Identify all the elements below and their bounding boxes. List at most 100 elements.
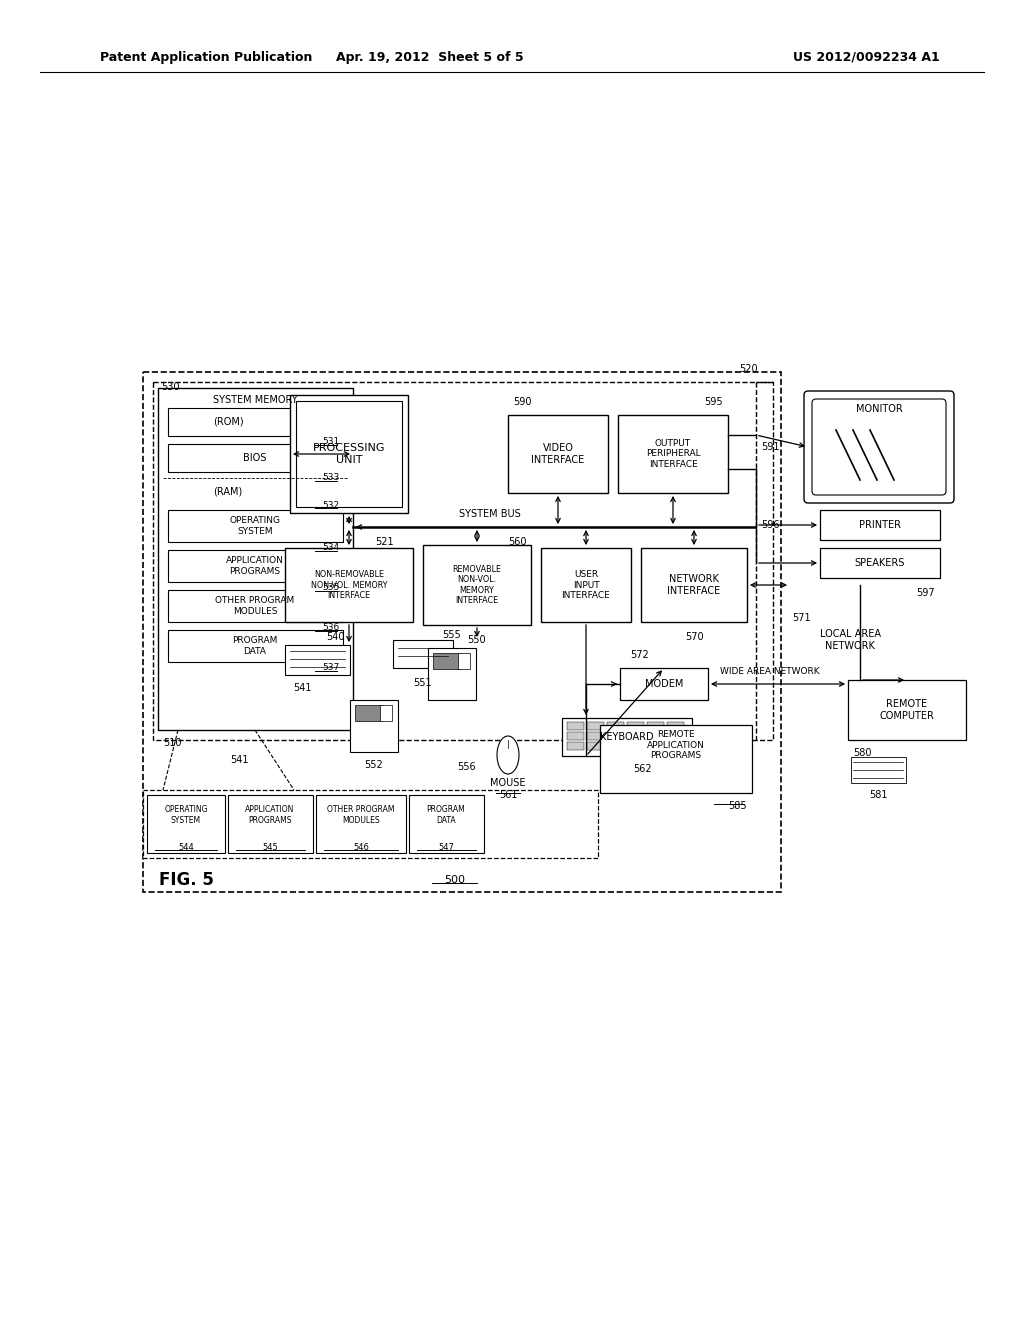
Bar (285, 645, 350, 675)
Text: OUTPUT
PERIPHERAL
INTERFACE: OUTPUT PERIPHERAL INTERFACE (646, 440, 700, 469)
Text: 546: 546 (353, 842, 369, 851)
Bar (168, 444, 343, 473)
Bar (641, 548, 746, 622)
Text: 595: 595 (705, 397, 723, 407)
Text: 581: 581 (868, 789, 887, 800)
Bar (567, 742, 584, 750)
Text: (RAM): (RAM) (213, 486, 243, 496)
Bar (541, 548, 631, 622)
Bar (316, 795, 406, 853)
Text: OTHER PROGRAM
MODULES: OTHER PROGRAM MODULES (328, 805, 394, 825)
Bar (409, 795, 484, 853)
Bar (168, 510, 343, 543)
Text: OPERATING
SYSTEM: OPERATING SYSTEM (229, 516, 281, 536)
Bar (620, 668, 708, 700)
Text: 500: 500 (444, 875, 466, 884)
Text: 533: 533 (323, 474, 340, 483)
Text: SPEAKERS: SPEAKERS (855, 558, 905, 568)
Bar (587, 742, 604, 750)
Text: PROGRAM
DATA: PROGRAM DATA (232, 636, 278, 656)
Bar (168, 630, 343, 663)
Text: 544: 544 (178, 842, 194, 851)
Text: Patent Application Publication: Patent Application Publication (100, 50, 312, 63)
Text: 547: 547 (438, 842, 454, 851)
Text: APPLICATION
PROGRAMS: APPLICATION PROGRAMS (226, 556, 284, 576)
Text: 562: 562 (633, 764, 651, 774)
Text: REMOTE
COMPUTER: REMOTE COMPUTER (880, 700, 935, 721)
Text: PROCESSING
UNIT: PROCESSING UNIT (312, 444, 385, 465)
Text: 537: 537 (323, 664, 340, 672)
Text: 520: 520 (739, 364, 758, 374)
Bar (380, 705, 392, 721)
Text: NETWORK
INTERFACE: NETWORK INTERFACE (668, 574, 721, 595)
Text: 580: 580 (853, 748, 871, 758)
Text: WIDE AREA NETWORK: WIDE AREA NETWORK (720, 668, 819, 676)
Bar (587, 722, 604, 730)
Bar (627, 733, 644, 741)
Text: SYSTEM MEMORY: SYSTEM MEMORY (213, 395, 297, 405)
Text: 561: 561 (499, 789, 517, 800)
Bar (158, 388, 353, 730)
Bar (508, 414, 608, 492)
Bar (296, 401, 402, 507)
Bar (458, 653, 470, 669)
Text: REMOVABLE
NON-VOL.
MEMORY
INTERFACE: REMOVABLE NON-VOL. MEMORY INTERFACE (453, 565, 502, 605)
Bar (168, 590, 343, 622)
Bar (143, 789, 598, 858)
Text: 570: 570 (685, 632, 703, 642)
Bar (627, 722, 644, 730)
Text: 536: 536 (323, 623, 340, 632)
Bar (647, 742, 664, 750)
Bar (618, 414, 728, 492)
Text: NON-REMOVABLE
NON-VOL. MEMORY
INTERFACE: NON-REMOVABLE NON-VOL. MEMORY INTERFACE (310, 570, 387, 599)
Text: 590: 590 (513, 397, 531, 407)
Text: 596: 596 (761, 520, 779, 531)
Text: KEYBOARD: KEYBOARD (600, 733, 653, 742)
Text: 572: 572 (630, 649, 649, 660)
Text: LOCAL AREA
NETWORK: LOCAL AREA NETWORK (819, 630, 881, 651)
Text: 597: 597 (916, 587, 935, 598)
Bar (647, 722, 664, 730)
Text: 571: 571 (792, 612, 811, 623)
Text: PRINTER: PRINTER (859, 520, 901, 531)
Bar (607, 742, 624, 750)
Bar (290, 395, 408, 513)
Bar (851, 756, 906, 783)
Bar (848, 680, 966, 741)
Bar (355, 705, 383, 721)
Text: 551: 551 (414, 678, 432, 688)
Text: OPERATING
SYSTEM: OPERATING SYSTEM (164, 805, 208, 825)
Bar (820, 510, 940, 540)
Text: USER
INPUT
INTERFACE: USER INPUT INTERFACE (561, 570, 610, 599)
Bar (143, 372, 781, 892)
Bar (153, 381, 773, 741)
Ellipse shape (497, 737, 519, 774)
Text: 535: 535 (323, 583, 340, 593)
Bar (428, 648, 476, 700)
Text: FIG. 5: FIG. 5 (159, 871, 213, 888)
Bar (820, 548, 940, 578)
Text: 540: 540 (326, 632, 344, 642)
Text: PROGRAM
DATA: PROGRAM DATA (427, 805, 465, 825)
Text: VIDEO
INTERFACE: VIDEO INTERFACE (531, 444, 585, 465)
Text: OTHER PROGRAM
MODULES: OTHER PROGRAM MODULES (215, 597, 295, 615)
Bar (647, 733, 664, 741)
Text: 585: 585 (728, 801, 746, 810)
Text: MONITOR: MONITOR (856, 404, 902, 414)
Text: 534: 534 (323, 544, 340, 553)
Bar (147, 795, 225, 853)
Bar (587, 733, 604, 741)
Bar (567, 733, 584, 741)
Bar (562, 718, 692, 756)
Bar (168, 550, 343, 582)
Bar (393, 640, 453, 668)
Text: 555: 555 (442, 630, 462, 640)
Bar (667, 742, 684, 750)
Bar (433, 653, 461, 669)
Text: (ROM): (ROM) (213, 417, 244, 426)
Bar (627, 742, 644, 750)
Bar (600, 725, 752, 793)
Bar (285, 548, 413, 622)
Bar (350, 700, 398, 752)
Text: 532: 532 (323, 500, 340, 510)
